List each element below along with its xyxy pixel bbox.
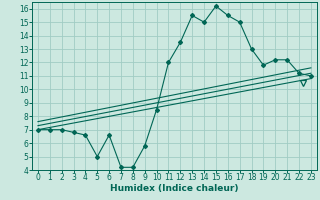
X-axis label: Humidex (Indice chaleur): Humidex (Indice chaleur) — [110, 184, 239, 193]
